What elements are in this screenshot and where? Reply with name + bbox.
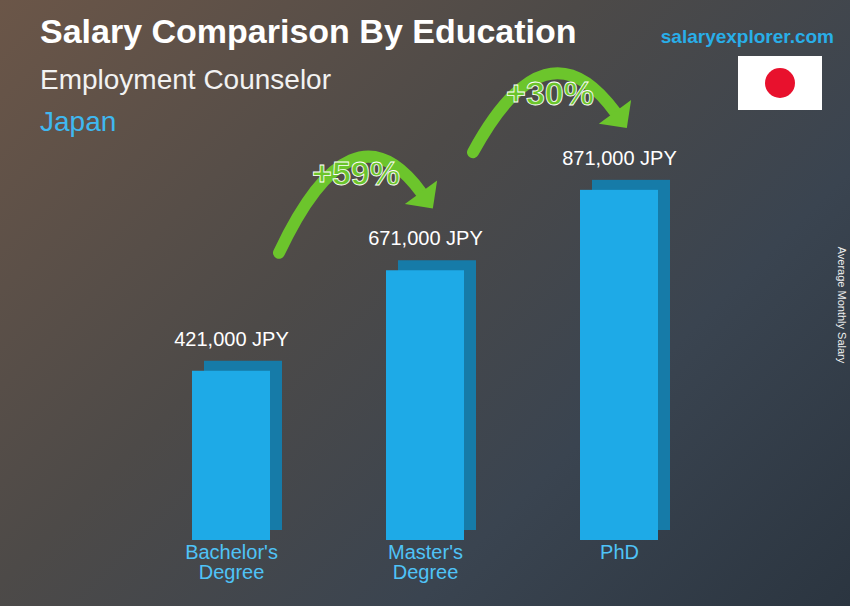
svg-text:871,000 JPY: 871,000 JPY [562,147,677,169]
svg-text:+30%: +30% [506,74,594,112]
svg-text:Master'sDegree: Master'sDegree [388,541,463,583]
svg-text:+59%: +59% [312,154,400,192]
svg-text:Bachelor'sDegree: Bachelor'sDegree [185,541,278,583]
html-text:Japan: Japan [40,106,117,137]
svg-text:671,000 JPY: 671,000 JPY [368,227,483,249]
html-text:Average Monthly Salary: Average Monthly Salary [836,246,848,364]
html-text:salaryexplorer.com: salaryexplorer.com [660,26,834,47]
svg-text:421,000 JPY: 421,000 JPY [174,328,289,350]
html-text:Employment Counselor: Employment Counselor [40,64,331,95]
svg-text:PhD: PhD [600,541,639,563]
html-text:Salary Comparison By Education: Salary Comparison By Education [40,12,577,50]
